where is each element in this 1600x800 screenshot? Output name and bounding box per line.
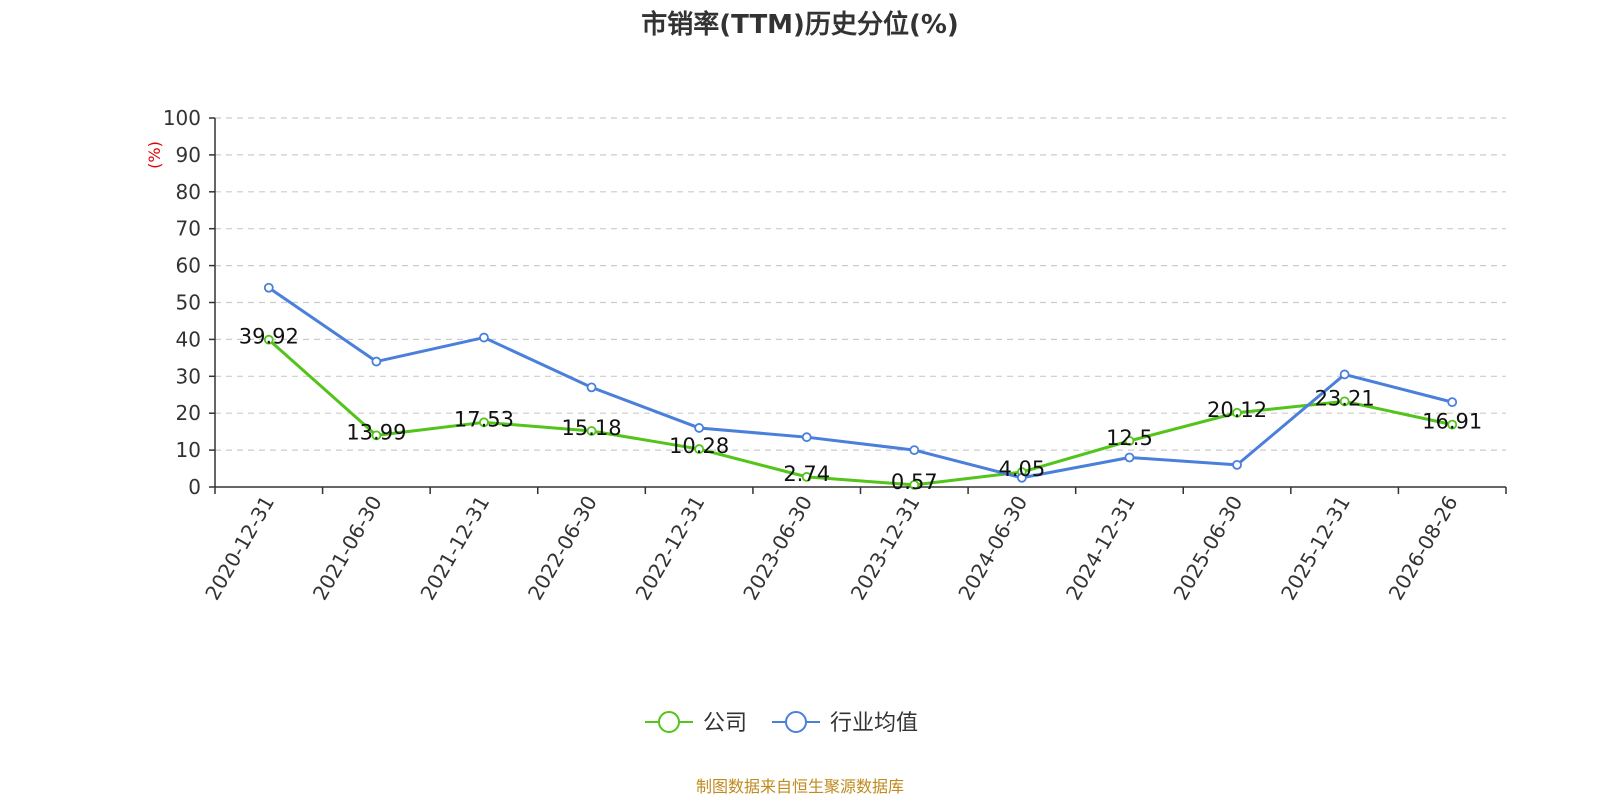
series-0-point-3 [586, 426, 597, 436]
x-tick-label-2021-06-30: 2021-06-30 [308, 492, 387, 605]
legend-label-0: 公司 [703, 711, 747, 736]
y-tick-label-30: 30 [176, 364, 201, 388]
x-tick-label-2025-12-31: 2025-12-31 [1276, 492, 1355, 605]
data-label-8: 12.5 [1106, 426, 1153, 450]
source-note: 制图数据来自恒生聚源数据库 [696, 777, 904, 796]
x-tick-label-2021-12-31: 2021-12-31 [415, 492, 494, 605]
axes: 0 10 20 30 40 50 60 70 80 90 100 2020-12-31 2021-06-… [163, 106, 1507, 605]
series-line-0 [267, 338, 1453, 487]
series-1-point-1 [371, 356, 382, 367]
data-labels: 39.92 13.99 17.53 15.18 10.28 2.74 0.57 4.05 12.… [239, 325, 1483, 494]
data-label-2: 17.53 [454, 407, 514, 431]
y-tick-label-100: 100 [163, 106, 201, 130]
series-0-point-11 [1447, 419, 1458, 430]
series-0-point-5 [801, 471, 812, 482]
series-0-point-6 [909, 479, 920, 490]
x-tick-label-2024-06-30: 2024-06-30 [953, 492, 1032, 605]
data-label-5: 2.74 [783, 462, 830, 486]
series-0-point-0 [263, 334, 274, 345]
x-tick-label-2020-12-31: 2020-12-31 [200, 492, 279, 605]
x-tick-label-2023-12-31: 2023-12-31 [846, 492, 925, 605]
x-tick-label-2024-12-31: 2024-12-31 [1061, 492, 1140, 605]
series-0-point-2 [479, 417, 489, 428]
y-tick-label-80: 80 [176, 180, 201, 204]
series-0-point-4 [694, 444, 705, 454]
data-label-1: 13.99 [346, 420, 406, 444]
series-layer [263, 282, 1458, 490]
y-tick-label-90: 90 [176, 143, 201, 167]
y-tick-label-50: 50 [176, 291, 201, 315]
series-1-point-3 [586, 382, 597, 393]
x-tick-label-2022-06-30: 2022-06-30 [523, 492, 602, 605]
y-tick-label-10: 10 [176, 438, 201, 462]
y-tick-label-40: 40 [176, 327, 201, 351]
data-label-3: 15.18 [561, 416, 621, 440]
series-0-point-8 [1124, 435, 1135, 446]
x-tick-label-2025-06-30: 2025-06-30 [1168, 492, 1247, 605]
legend: 公司 行业均值 [645, 711, 918, 736]
y-axis-label: (%) [145, 141, 164, 169]
series-1-point-6 [909, 445, 920, 456]
series-1-point-7 [1016, 472, 1027, 483]
series-line-1 [267, 286, 1453, 480]
series-0-point-1 [371, 430, 382, 441]
y-tick-label-70: 70 [176, 217, 201, 241]
data-label-0: 39.92 [239, 325, 299, 349]
data-label-9: 20.12 [1207, 398, 1267, 422]
chart-title: 市销率(TTM)历史分位(%) [641, 9, 959, 40]
series-1-point-10 [1339, 369, 1350, 380]
y-tick-label-20: 20 [176, 401, 201, 425]
data-label-6: 0.57 [891, 470, 938, 494]
data-label-10: 23.21 [1315, 386, 1375, 410]
series-1-point-9 [1232, 459, 1242, 470]
series-0-point-9 [1232, 407, 1242, 418]
series-1-point-11 [1447, 397, 1458, 408]
series-0-point-10 [1339, 396, 1350, 407]
y-tick-label-60: 60 [176, 254, 201, 278]
series-1-point-4 [694, 423, 705, 433]
series-1-point-8 [1124, 452, 1135, 463]
data-label-4: 10.28 [669, 434, 729, 458]
legend-marker-1 [785, 711, 807, 733]
data-label-7: 4.05 [998, 457, 1045, 481]
series-1-point-5 [801, 432, 812, 443]
legend-label-1: 行业均值 [830, 711, 918, 736]
legend-marker-0 [658, 711, 680, 733]
series-1-point-2 [479, 332, 489, 343]
x-tick-label-2026-08-26: 2026-08-26 [1384, 492, 1463, 605]
x-tick-label-2022-12-31: 2022-12-31 [631, 492, 710, 605]
x-tick-label-2023-06-30: 2023-06-30 [738, 492, 817, 605]
data-label-11: 16.91 [1422, 410, 1482, 434]
y-tick-label-0: 0 [188, 475, 201, 499]
series-1-point-0 [263, 282, 274, 293]
